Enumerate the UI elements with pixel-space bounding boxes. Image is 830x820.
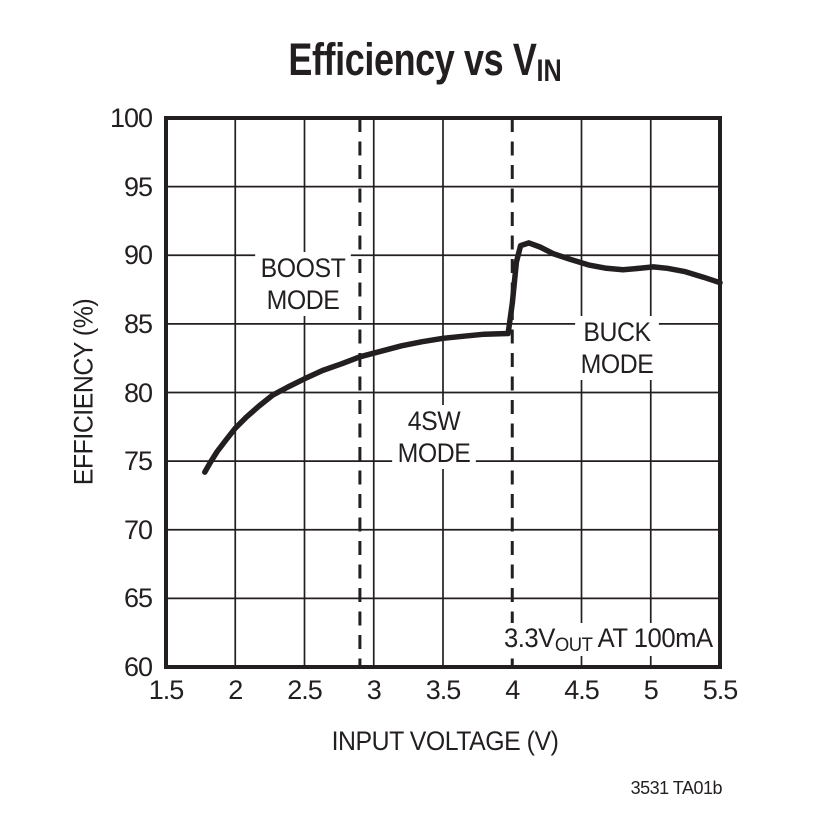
plot-svg bbox=[164, 116, 723, 669]
chart-title-subscript: IN bbox=[536, 51, 562, 88]
y-tick-label: 80 bbox=[123, 377, 153, 408]
region-label-boost: BOOST MODE bbox=[255, 252, 351, 316]
load-condition-annotation: 3.3VOUT AT 100mA bbox=[498, 623, 713, 656]
x-tick-label: 5 bbox=[643, 675, 659, 705]
figure-number: 3531 TA01b bbox=[630, 778, 723, 798]
x-tick-label: 2 bbox=[228, 675, 243, 705]
region-label-4sw: 4SW MODE bbox=[392, 405, 476, 469]
x-axis-title: INPUT VOLTAGE (V) bbox=[331, 726, 559, 756]
x-tick-label: 5.5 bbox=[702, 675, 739, 705]
region-label-buck-line1: BUCK bbox=[583, 317, 651, 347]
annotation-subscript: OUT bbox=[555, 633, 593, 656]
annotation-voltage: 3.3V bbox=[504, 623, 556, 653]
y-tick-label: 75 bbox=[123, 446, 153, 477]
y-tick-label: 85 bbox=[123, 308, 153, 339]
region-label-4sw-line1: 4SW bbox=[407, 406, 461, 436]
y-tick-label: 95 bbox=[123, 171, 153, 202]
y-tick-label: 70 bbox=[123, 514, 153, 545]
x-tick-label: 4.5 bbox=[564, 675, 600, 705]
region-label-boost-line2: MODE bbox=[266, 285, 340, 315]
y-tick-label: 65 bbox=[123, 583, 153, 614]
y-tick-label: 100 bbox=[109, 103, 153, 133]
y-tick-label: 90 bbox=[123, 240, 153, 271]
region-label-buck-line2: MODE bbox=[580, 349, 654, 379]
region-label-4sw-line2: MODE bbox=[397, 438, 471, 468]
region-label-boost-line1: BOOST bbox=[260, 253, 346, 283]
region-label-buck: BUCK MODE bbox=[575, 316, 659, 380]
x-tick-label: 3.5 bbox=[425, 675, 462, 705]
x-tick-label: 1.5 bbox=[148, 675, 185, 705]
y-tick-label: 60 bbox=[123, 652, 153, 682]
x-tick-label: 3 bbox=[366, 675, 382, 705]
x-tick-label: 4 bbox=[505, 675, 520, 705]
annotation-current: AT 100mA bbox=[592, 623, 713, 653]
x-tick-label: 2.5 bbox=[287, 675, 323, 705]
plot-area: BOOST MODE 4SW MODE BUCK MODE 3.3VOUT AT… bbox=[164, 116, 723, 669]
chart-title: Efficiency vs VIN bbox=[288, 34, 562, 88]
chart-title-text: Efficiency vs V bbox=[288, 34, 537, 85]
